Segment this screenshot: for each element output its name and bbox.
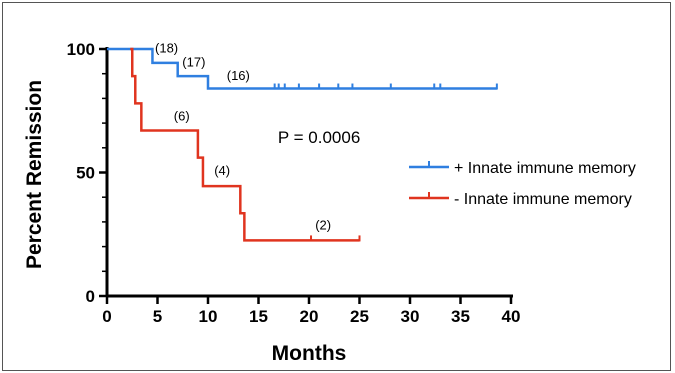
- y-axis-title: Percent Remission: [23, 80, 46, 269]
- kaplan-meier-chart: 0 50 100 0 5 10 15 20 25 30 35 40 Months Percent Remi…: [23, 40, 636, 365]
- legend-label-1: - Innate immune memory: [454, 191, 632, 208]
- y-tick-label: 50: [76, 164, 95, 183]
- x-tick-label: 35: [451, 307, 470, 326]
- x-tick-label: 5: [153, 307, 162, 326]
- x-tick-label: 25: [350, 307, 369, 326]
- legend: + Innate immune memory - Innate immune me…: [409, 160, 636, 208]
- at-risk-label: (17): [182, 54, 205, 69]
- x-axis-title: Months: [272, 342, 347, 365]
- at-risk-label: (4): [214, 163, 230, 178]
- y-tick-label: 0: [86, 287, 95, 306]
- series-0-line: [107, 47, 497, 90]
- x-tick-label: 10: [199, 307, 218, 326]
- x-tick-label: 0: [102, 307, 111, 326]
- x-tick-label: 20: [300, 307, 319, 326]
- series-layer: [107, 47, 498, 242]
- x-tick-label: 15: [249, 307, 268, 326]
- x-tick-label: 40: [502, 307, 521, 326]
- at-risk-label: (18): [155, 41, 178, 56]
- at-risk-label: (6): [174, 109, 190, 124]
- p-value-label: P = 0.0006: [278, 128, 360, 147]
- series-1-line: [130, 47, 360, 242]
- axes: 0 50 100 0 5 10 15 20 25 30 35 40 Months Percent Remi…: [23, 40, 520, 365]
- at-risk-label: (2): [315, 217, 331, 232]
- y-tick-label: 100: [67, 40, 95, 59]
- legend-label-0: + Innate immune memory: [454, 160, 636, 177]
- x-tick-label: 30: [401, 307, 420, 326]
- annotation-layer: (18) (17) (16) (6) (4) (2) P = 0.0006: [155, 41, 360, 233]
- at-risk-label: (16): [227, 68, 250, 83]
